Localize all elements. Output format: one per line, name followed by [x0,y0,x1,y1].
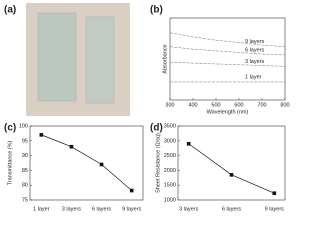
y-tick-label: 90 [22,153,28,159]
glass-slide [37,12,77,102]
series-line [188,143,275,194]
x-tick-label: 400 [188,102,197,108]
x-axis-label: Wavelength (nm) [207,109,249,115]
x-tick-label: 300 [165,102,174,108]
x-tick-label: 3 layers [62,206,82,212]
marker [69,144,74,149]
x-tick-label: 6 layers [92,206,112,212]
marker [39,133,44,137]
panel-label: (d) [150,123,163,134]
series-label: 1 layer [245,74,262,80]
series-line [169,32,286,47]
marker [186,141,191,146]
series-line [169,46,286,56]
series-label: 9 layers [245,39,265,45]
x-tick-label: 500 [211,102,220,108]
figure: (a) 300 400 500 600 700 800 Wavelength (nm) Abs… [4,3,290,212]
x-tick-label: 3 layers [179,206,199,212]
y-tick-label: 85 [22,168,28,174]
marker [129,188,134,193]
panel-label: (a) [4,5,16,16]
series-line [169,61,286,67]
series-label: 3 layers [245,59,265,65]
series-label: 6 layers [245,47,265,53]
panel-label: (c) [4,123,16,134]
plot-frame [29,125,144,201]
y-tick-label: 80 [22,183,28,189]
y-tick-label: 1500 [164,183,176,189]
y-tick-label: 1000 [164,197,176,203]
photo-panel: (a) [4,3,130,116]
y-axis-label: Transmittance (%) [7,140,13,185]
x-tick-label: 700 [257,102,266,108]
y-tick-label: 100 [19,123,28,129]
plot-frame [177,125,286,201]
x-tick-label: 9 layers [265,206,285,212]
marker [99,162,104,167]
x-tick-label: 800 [280,102,289,108]
glass-slide [85,16,115,104]
y-axis-label: Absorbance [162,44,168,73]
panel-label: (b) [150,5,163,16]
y-tick-label: 2000 [164,168,176,174]
y-axis-label: Sheet Resistance (Ω/sq) [155,133,161,193]
marker [272,191,277,195]
y-tick-label: 2500 [164,153,176,159]
marker [229,173,234,177]
x-tick-label: 6 layers [222,206,242,212]
x-tick-label: 9 layers [122,206,142,212]
series-line [41,134,132,191]
y-tick-label: 95 [22,138,28,144]
x-tick-label: 600 [234,102,243,108]
x-tick-label: 1 layer [33,206,50,212]
plot-frame [169,17,286,101]
y-tick-label: 3000 [164,138,176,144]
y-tick-label: 75 [22,197,28,203]
y-tick-label: 3500 [164,123,176,129]
